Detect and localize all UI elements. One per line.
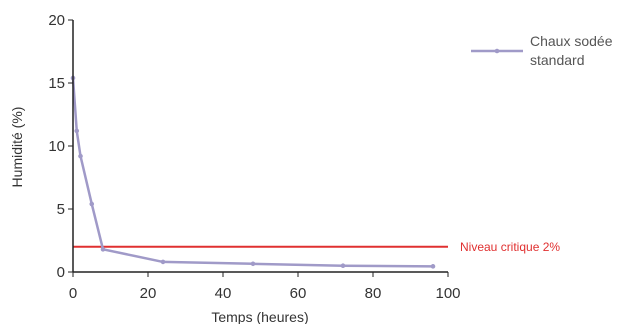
y-tick-label: 20 xyxy=(48,12,65,29)
critical-level-label: Niveau critique 2% xyxy=(460,240,560,254)
x-tick-label: 40 xyxy=(215,285,232,302)
data-point xyxy=(250,261,256,267)
x-tick-labels: 0 20 40 60 80 100 xyxy=(69,285,461,302)
y-tick-labels: 0 5 10 15 20 xyxy=(48,12,65,281)
legend: Chaux sodée standard xyxy=(471,33,613,68)
series-line xyxy=(71,77,434,268)
y-tick-label: 5 xyxy=(57,201,65,218)
legend-marker xyxy=(494,48,500,54)
legend-label: Chaux sodée xyxy=(530,33,613,49)
reference-lines: Niveau critique 2% xyxy=(73,240,560,254)
data-point xyxy=(78,153,83,159)
x-tick-label: 20 xyxy=(140,285,157,302)
x-axis-title: Temps (heures) xyxy=(211,309,308,324)
data-point xyxy=(160,259,166,265)
y-tick-label: 10 xyxy=(48,138,65,155)
x-tick-label: 0 xyxy=(69,285,77,302)
x-tick-label: 60 xyxy=(290,285,307,302)
y-axis-title: Humidité (%) xyxy=(9,107,25,188)
y-tick-label: 0 xyxy=(57,264,65,281)
y-tick-label: 15 xyxy=(48,75,65,92)
x-tick-label: 80 xyxy=(365,285,382,302)
legend-label: standard xyxy=(530,52,584,68)
data-point xyxy=(74,128,80,134)
axes xyxy=(68,19,449,277)
series-layer xyxy=(70,75,436,269)
data-point xyxy=(100,247,106,252)
data-point xyxy=(430,264,436,269)
x-tick-label: 100 xyxy=(435,285,460,302)
data-point xyxy=(89,201,95,207)
data-point xyxy=(340,263,346,269)
